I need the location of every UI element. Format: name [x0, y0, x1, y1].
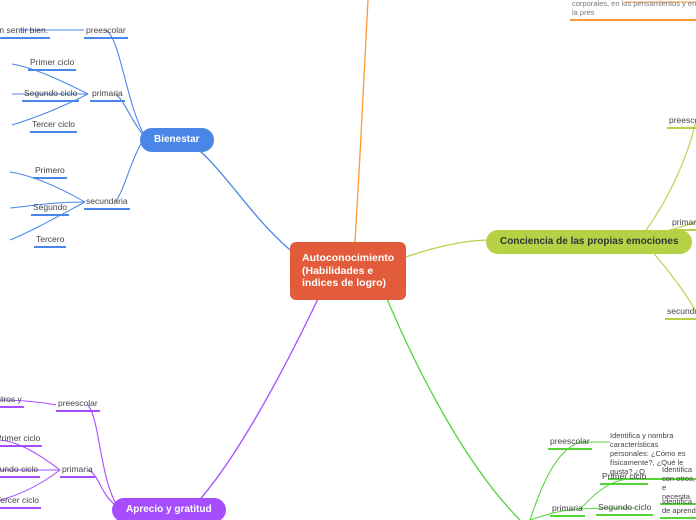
autoestima-primaria[interactable]: primaria	[550, 502, 585, 517]
aprecio-c2[interactable]: segundo ciclo	[0, 463, 40, 478]
bienestar-primaria[interactable]: primaria	[90, 87, 125, 102]
bienestar-preescolar[interactable]: preescolar	[84, 24, 128, 39]
bienestar-s2[interactable]: Segundo	[31, 201, 69, 216]
aprecio-preescolar-note: estros y	[0, 393, 24, 408]
bienestar-s1[interactable]: Primero	[33, 164, 67, 179]
autoestima-c1[interactable]: Primer ciclo	[600, 470, 648, 485]
bienestar-c1[interactable]: Primer ciclo	[28, 56, 76, 71]
bienestar-c3[interactable]: Tercer ciclo	[30, 118, 77, 133]
autoestima-preescolar[interactable]: preescolar	[548, 435, 592, 450]
root-node[interactable]: Autoconocimiento (Habilidades e indices …	[290, 242, 406, 300]
fragment-note: corporales, en los pensamientos y en la …	[570, 0, 696, 21]
branch-bienestar[interactable]: Bienestar	[140, 128, 214, 152]
branch-conciencia[interactable]: Conciencia de las propias emociones	[486, 230, 692, 254]
aprecio-primaria[interactable]: primaria	[60, 463, 95, 478]
bienestar-preescolar-note: lo hacen sentir bien.	[0, 24, 50, 39]
autoestima-c2[interactable]: Segundo ciclo	[596, 501, 653, 516]
conciencia-primaria[interactable]: primaria	[670, 216, 696, 231]
aprecio-preescolar[interactable]: preescolar	[56, 397, 100, 412]
aprecio-c3[interactable]: Tercer ciclo	[0, 494, 41, 509]
bienestar-secundaria[interactable]: secundaria	[84, 195, 130, 210]
bienestar-c2[interactable]: Segundo ciclo	[22, 87, 79, 102]
bienestar-s3[interactable]: Tercero	[34, 233, 66, 248]
conciencia-preescolar[interactable]: preescolar	[667, 114, 696, 129]
aprecio-c1[interactable]: Primer ciclo	[0, 432, 42, 447]
branch-aprecio[interactable]: Aprecio y gratitud	[112, 498, 226, 520]
autoestima-c2-note: Identifica de aprend	[660, 496, 696, 519]
conciencia-secundaria[interactable]: secundaria	[665, 305, 696, 320]
